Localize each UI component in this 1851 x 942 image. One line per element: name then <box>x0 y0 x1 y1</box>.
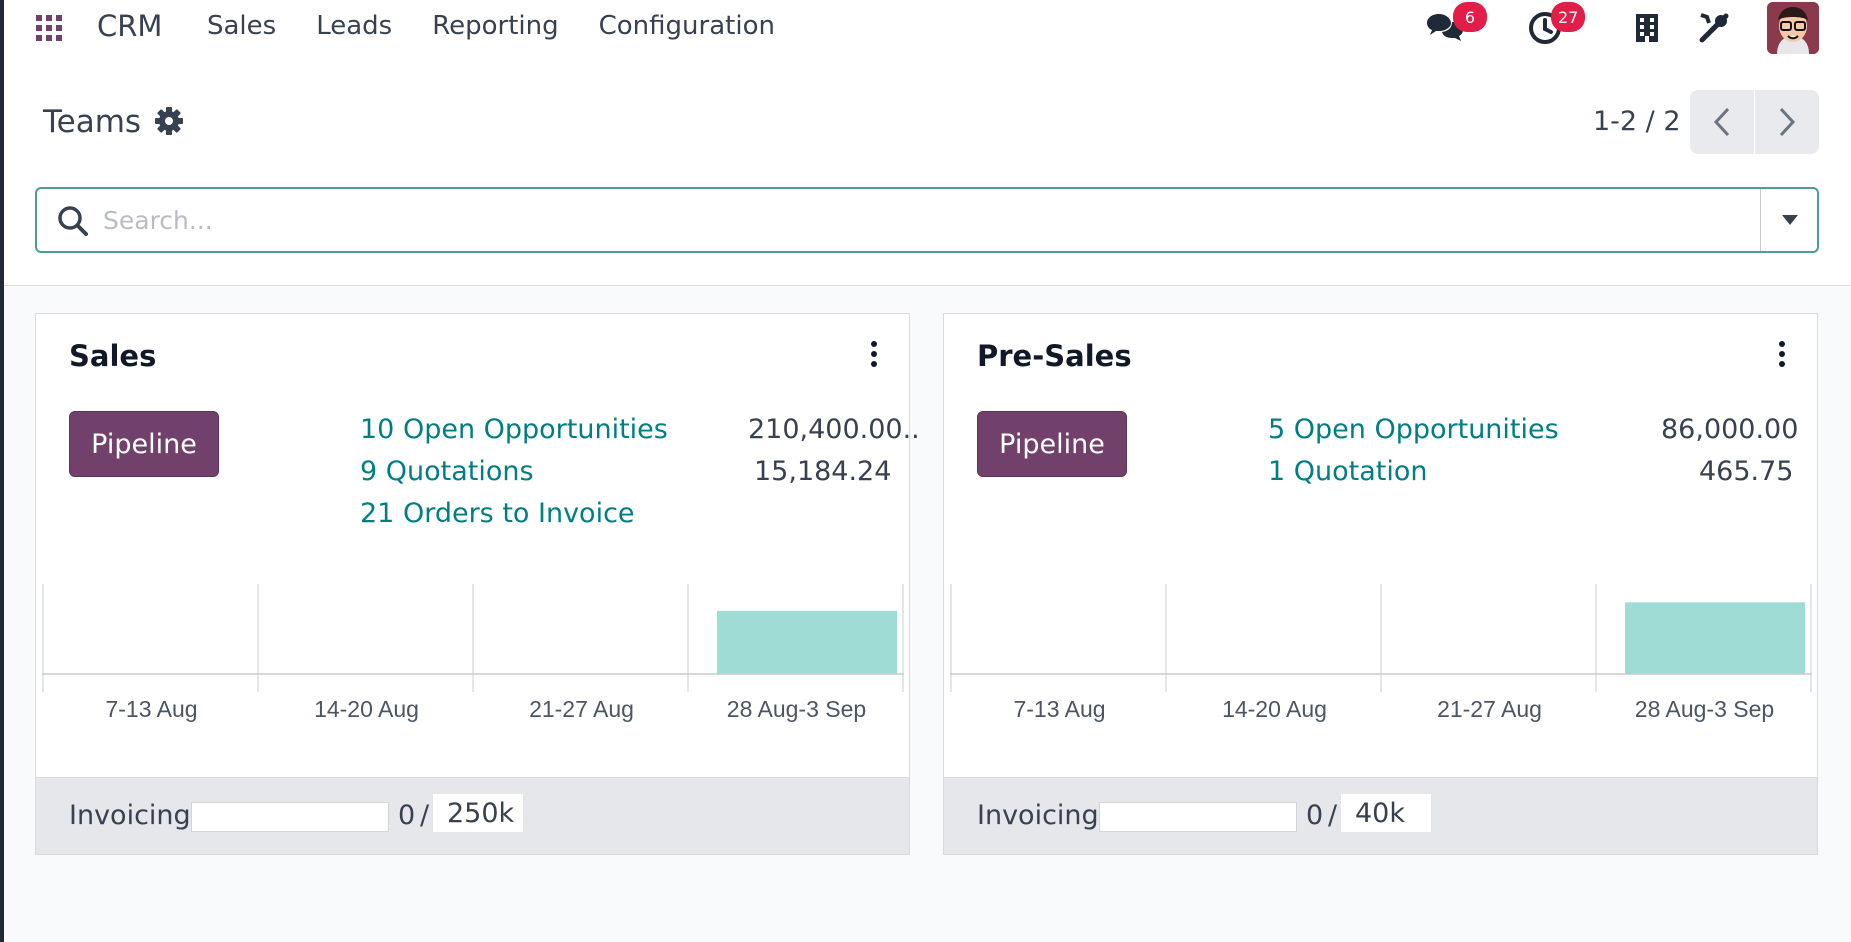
search-bar <box>35 187 1819 253</box>
team-graph[interactable]: 7-13 Aug 14-20 Aug 21-27 Aug 28 Aug-3 Sep <box>42 584 904 734</box>
x-tick-label: 21-27 Aug <box>1437 696 1542 722</box>
invoicing-label: Invoicing <box>977 800 1099 831</box>
activities-badge: 27 <box>1551 2 1586 32</box>
team-card-sales: Sales Pipeline 10 Open Opportunities 210… <box>35 313 920 855</box>
invoicing-target-input[interactable]: 40k <box>1341 794 1431 832</box>
menu-item-leads[interactable]: Leads <box>316 11 393 41</box>
debug-tools-icon[interactable] <box>1694 8 1734 48</box>
user-avatar[interactable] <box>1767 2 1819 54</box>
menu-item-reporting[interactable]: Reporting <box>432 11 559 41</box>
graph-bar[interactable] <box>717 610 897 674</box>
caret-down-icon <box>1782 215 1798 225</box>
search-input[interactable] <box>103 197 1783 243</box>
invoicing-current: 0 <box>1306 800 1324 831</box>
card-dropdown-toggle-icon[interactable] <box>869 341 879 367</box>
open-opportunities-link[interactable]: 10 Open Opportunities <box>360 414 668 445</box>
team-card-pre-sales: Pre-Sales Pipeline 5 Open Opportunities … <box>943 313 1818 855</box>
messages-badge: 6 <box>1453 2 1487 32</box>
quotations-amount: 15,184.24 <box>754 456 892 487</box>
open-opportunities-amount: 210,400.00.. <box>748 414 920 445</box>
app-brand[interactable]: CRM <box>97 9 163 43</box>
main-menu: Sales Leads Reporting Configuration <box>207 11 775 41</box>
page-title: Teams <box>43 104 142 140</box>
invoicing-target-input[interactable]: 250k <box>433 794 523 832</box>
menu-item-sales[interactable]: Sales <box>207 11 277 41</box>
quotations-link[interactable]: 1 Quotation <box>1268 456 1428 487</box>
graph-bar[interactable] <box>1625 602 1805 674</box>
pager-previous-button[interactable] <box>1690 90 1754 154</box>
quotations-amount: 465.75 <box>1699 456 1794 487</box>
search-icon <box>57 205 89 237</box>
x-tick-label: 14-20 Aug <box>314 696 419 722</box>
team-name: Sales <box>69 339 157 373</box>
window-edge <box>0 0 4 942</box>
progress-separator: / <box>420 800 430 831</box>
progress-separator: / <box>1328 800 1338 831</box>
pipeline-button[interactable]: Pipeline <box>977 411 1127 477</box>
invoicing-current: 0 <box>398 800 416 831</box>
gear-icon[interactable] <box>154 106 184 136</box>
pager-value[interactable]: 1-2 / 2 <box>1593 106 1681 137</box>
card-footer: Invoicing 0 / 40k <box>944 777 1817 854</box>
card-dropdown-toggle-icon[interactable] <box>1777 341 1787 367</box>
chevron-left-icon <box>1713 107 1730 137</box>
chevron-right-icon <box>1779 107 1796 137</box>
team-name: Pre-Sales <box>977 339 1132 373</box>
search-options-toggle[interactable] <box>1760 189 1819 251</box>
invoicing-progress-bar <box>1099 802 1297 832</box>
orders-to-invoice-link[interactable]: 21 Orders to Invoice <box>360 498 635 529</box>
control-panel: Teams 1-2 / 2 <box>0 54 1851 286</box>
menu-item-configuration[interactable]: Configuration <box>598 11 775 41</box>
bar-chart: 7-13 Aug 14-20 Aug 21-27 Aug 28 Aug-3 Sep <box>42 584 904 722</box>
quotations-link[interactable]: 9 Quotations <box>360 456 534 487</box>
bar-chart: 7-13 Aug 14-20 Aug 21-27 Aug 28 Aug-3 Sep <box>950 584 1812 722</box>
invoicing-label: Invoicing <box>69 800 191 831</box>
x-tick-label: 7-13 Aug <box>1013 696 1105 722</box>
company-building-icon[interactable] <box>1627 8 1667 48</box>
apps-menu-icon[interactable] <box>34 13 64 43</box>
x-tick-label: 7-13 Aug <box>105 696 197 722</box>
x-tick-label: 21-27 Aug <box>529 696 634 722</box>
pager-next-button[interactable] <box>1755 90 1819 154</box>
top-navbar: CRM Sales Leads Reporting Configuration … <box>0 0 1851 54</box>
x-tick-label: 28 Aug-3 Sep <box>1635 696 1774 722</box>
invoicing-progress-bar <box>191 802 389 832</box>
x-tick-label: 14-20 Aug <box>1222 696 1327 722</box>
open-opportunities-link[interactable]: 5 Open Opportunities <box>1268 414 1559 445</box>
pipeline-button[interactable]: Pipeline <box>69 411 219 477</box>
open-opportunities-amount: 86,000.00 <box>1661 414 1799 445</box>
team-graph[interactable]: 7-13 Aug 14-20 Aug 21-27 Aug 28 Aug-3 Sep <box>950 584 1812 734</box>
card-footer: Invoicing 0 / 250k <box>36 777 909 854</box>
x-tick-label: 28 Aug-3 Sep <box>727 696 866 722</box>
